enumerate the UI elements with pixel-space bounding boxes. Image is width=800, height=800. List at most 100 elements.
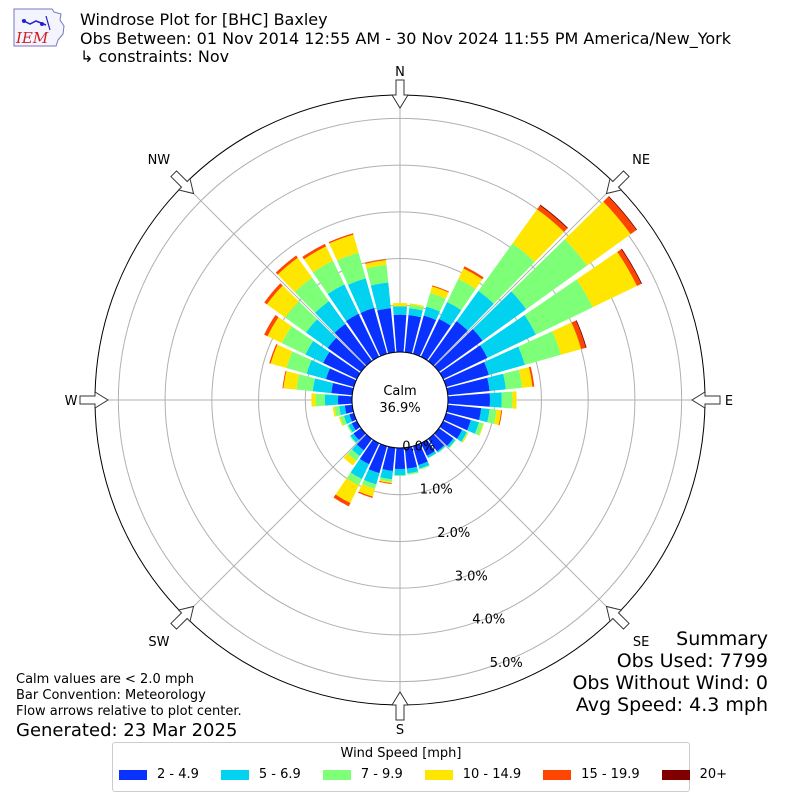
bar-segment-310-bin4 [264, 283, 283, 305]
compass-label-ne: NE [632, 153, 650, 168]
bar-segment-20-bin0 [412, 315, 437, 357]
grid-spoke-225 [183, 433, 367, 617]
legend-label-2: 7 - 9.9 [360, 767, 403, 782]
iem-logo: IEM [13, 8, 65, 47]
bar-segment-100-bin2 [487, 408, 497, 424]
bar-segment-310-bin1 [305, 319, 337, 348]
bar-segment-70-bin2 [518, 331, 561, 365]
radial-tick-label-5: 5.0% [490, 656, 523, 671]
bar-segment-260-bin2 [334, 406, 341, 417]
bar-segment-110-bin2 [474, 422, 484, 436]
bar-segment-170-bin2 [407, 471, 419, 475]
legend-swatch-3 [424, 769, 453, 780]
bar-segment-150-bin1 [426, 451, 437, 458]
bar-segment-80-bin1 [487, 373, 506, 392]
flow-arrows-note: Flow arrows relative to plot center. [16, 704, 242, 719]
bar-segment-290-bin3 [270, 344, 293, 369]
bar-segment-0-bin0 [393, 314, 407, 353]
bar-segment-150-bin2 [427, 453, 437, 459]
flow-arrow-shape-ne [605, 170, 630, 195]
bar-segment-120-bin0 [439, 420, 463, 439]
bar-segment-270-bin3 [311, 393, 316, 407]
bar-segment-120-bin2 [461, 432, 468, 443]
bar-segment-210-bin0 [359, 439, 380, 465]
flow-arrow-nw [170, 170, 195, 195]
bar-segment-120-bin3 [462, 432, 469, 443]
bar-segment-230-bin0 [353, 428, 366, 441]
bar-segment-280-bin2 [296, 374, 315, 392]
bar-segment-340-bin0 [360, 307, 388, 357]
legend-item-2: 7 - 9.9 [322, 767, 403, 782]
bar-segment-340-bin1 [347, 278, 375, 313]
bar-segment-210-bin1 [350, 458, 370, 480]
calm-value: 36.9% [379, 401, 420, 416]
bar-segment-50-bin0 [434, 328, 483, 372]
legend-title: Wind Speed [mph] [340, 746, 462, 761]
flow-arrow-n [391, 79, 409, 109]
bar-segment-40-bin1 [456, 290, 494, 331]
bar-segment-90-bin2 [501, 391, 513, 409]
flow-arrow-shape-n [391, 79, 409, 109]
bar-segment-40-bin2 [478, 243, 535, 304]
bar-segment-220-bin0 [356, 434, 372, 451]
compass-label-w: W [65, 394, 78, 409]
bar-segment-60-bin0 [439, 345, 488, 380]
legend-label-5: 20+ [699, 767, 728, 782]
compass-label-sw: SW [148, 635, 169, 650]
bar-segment-60-bin5 [621, 248, 642, 284]
bar-segment-0-bin1 [392, 306, 408, 315]
flow-arrow-shape-w [79, 391, 109, 409]
summary-obs-without-wind: Obs Without Wind: 0 [572, 672, 768, 694]
bar-segment-190-bin1 [380, 469, 393, 480]
bar-segment-130-bin1 [447, 438, 456, 448]
bar-segment-320-bin1 [314, 301, 346, 333]
legend-swatch-5 [661, 769, 690, 780]
iem-logo-text: IEM [15, 29, 49, 47]
bar-segment-300-bin3 [267, 317, 292, 344]
bar-segment-80-bin3 [518, 367, 533, 388]
bar-segment-310-bin0 [327, 337, 366, 372]
bar-segment-200-bin4 [358, 491, 373, 498]
flow-arrow-shape-nw [170, 170, 195, 195]
flow-arrow-shape-e [691, 391, 721, 409]
radial-tick-label-3: 3.0% [455, 569, 488, 584]
bar-segment-320-bin4 [275, 255, 298, 275]
generated-date: Generated: 23 Mar 2025 [16, 720, 238, 741]
calm-circle [351, 351, 449, 449]
flow-arrow-ne [605, 170, 630, 195]
grid-spoke-135 [433, 433, 617, 617]
bar-segment-330-bin3 [303, 246, 333, 273]
bar-segment-160-bin0 [412, 443, 428, 466]
bar-segment-50-bin3 [564, 201, 631, 266]
flow-arrow-sw [170, 605, 195, 630]
bar-segment-210-bin3 [335, 478, 359, 504]
bar-segment-350-bin4 [365, 259, 387, 264]
grid-spoke-315 [183, 183, 367, 367]
flow-arrow-e [691, 391, 721, 409]
bar-segment-190-bin2 [379, 477, 393, 482]
compass-label-nw: NW [148, 153, 171, 168]
flow-arrow-w [79, 391, 109, 409]
bar-segment-70-bin4 [571, 320, 586, 350]
compass-label-e: E [725, 394, 733, 409]
bar-segment-340-bin2 [336, 252, 366, 285]
calm-label: Calm [383, 384, 416, 399]
bar-segment-80-bin4 [528, 366, 535, 387]
compass-label-se: SE [633, 635, 649, 650]
grid-spoke-45 [433, 183, 617, 367]
bar-segment-220-bin1 [351, 444, 364, 457]
summary-title: Summary [676, 628, 768, 650]
flow-arrow-s [391, 691, 409, 721]
bar-segment-50-bin4 [603, 196, 637, 235]
bar-segment-220-bin2 [347, 449, 360, 461]
bar-segment-260-bin3 [332, 406, 337, 417]
bar-segment-240-bin0 [351, 420, 361, 431]
bar-segment-120-bin1 [457, 429, 467, 442]
radial-tick-label-0: 0.0% [402, 439, 435, 454]
legend-label-1: 5 - 6.9 [258, 767, 301, 782]
bar-segment-290-bin2 [286, 351, 312, 374]
flow-arrow-se [605, 605, 630, 630]
bar-segment-10-bin0 [404, 315, 422, 354]
bar-segment-340-bin4 [328, 233, 354, 244]
